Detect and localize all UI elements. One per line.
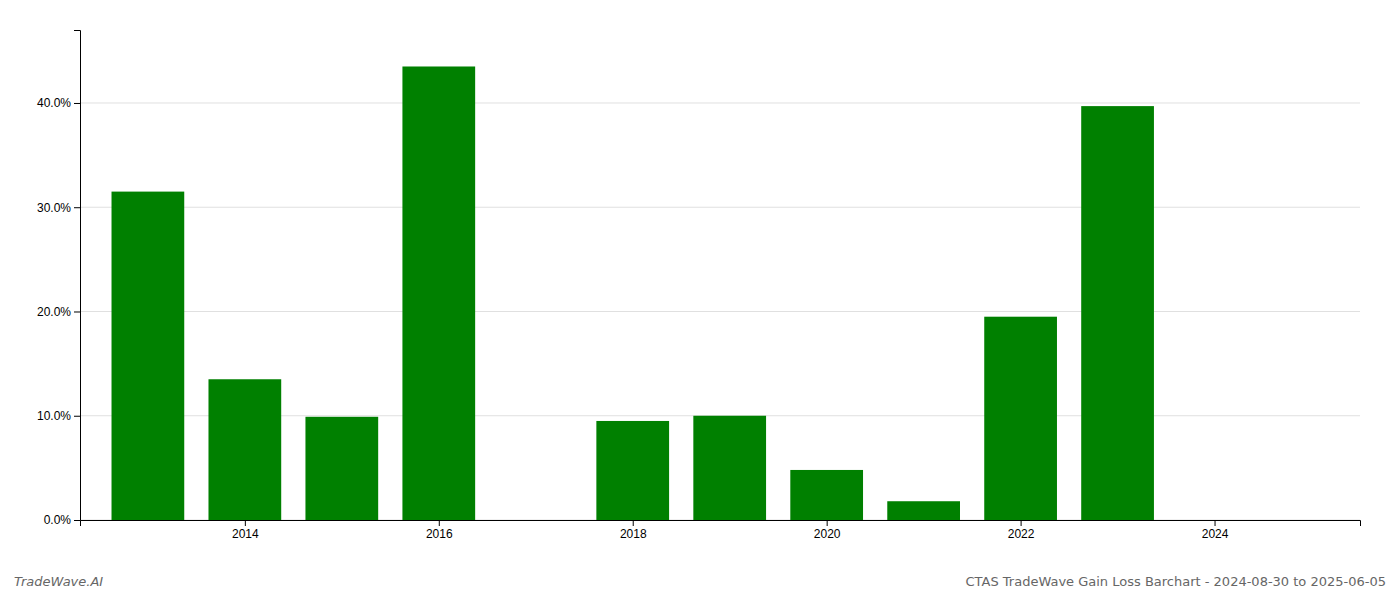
grid-line: [80, 311, 1360, 312]
y-tick: 10.0%: [37, 409, 80, 423]
y-tick-label: 40.0%: [37, 96, 71, 110]
bar: [112, 192, 185, 520]
x-tick-mark: [827, 520, 828, 526]
grid-line: [80, 207, 1360, 208]
bar: [402, 66, 475, 520]
bar: [596, 421, 669, 520]
x-tick-label: 2022: [1008, 527, 1035, 541]
y-tick: 0.0%: [44, 513, 80, 527]
y-tick: 40.0%: [37, 96, 80, 110]
bar: [887, 501, 960, 520]
x-tick-label: 2020: [814, 527, 841, 541]
x-tick-mark: [439, 520, 440, 526]
y-tick: 20.0%: [37, 305, 80, 319]
y-tick-label: 30.0%: [37, 201, 71, 215]
y-tick-mark: [74, 311, 80, 312]
x-tick-label: 2014: [232, 527, 259, 541]
y-tick-label: 10.0%: [37, 409, 71, 423]
plot: 2014 2016 2018 2020 2022 2024 0.0% 10.0% 20.0% 30…: [37, 31, 1361, 541]
y-tick-mark: [74, 416, 80, 417]
y-tick-mark: [74, 520, 80, 521]
x-tick: 2014: [232, 520, 259, 541]
x-tick-label: 2018: [620, 527, 647, 541]
bar: [305, 417, 378, 520]
bar: [1081, 106, 1154, 520]
y-tick: 30.0%: [37, 201, 80, 215]
y-tick-mark: [74, 207, 80, 208]
x-tick: 2024: [1202, 520, 1229, 541]
bar: [984, 317, 1057, 520]
x-axis-line: [81, 521, 1361, 527]
x-tick-mark: [1215, 520, 1216, 526]
y-tick-label: 0.0%: [44, 513, 72, 527]
x-tick: 2018: [620, 520, 647, 541]
bar: [693, 416, 766, 520]
footer-left: TradeWave.AI: [14, 574, 103, 589]
x-tick-label: 2016: [426, 527, 453, 541]
y-tick-mark: [74, 103, 80, 104]
y-axis-line: [74, 31, 81, 521]
y-tick-label: 20.0%: [37, 305, 71, 319]
x-tick-label: 2024: [1202, 527, 1229, 541]
x-tick-mark: [633, 520, 634, 526]
bar: [790, 470, 863, 520]
x-tick: 2020: [814, 520, 841, 541]
bar: [208, 379, 281, 520]
x-tick-mark: [1021, 520, 1022, 526]
grid: [80, 103, 1360, 520]
x-tick: 2016: [426, 520, 453, 541]
x-tick: 2022: [1008, 520, 1035, 541]
y-axis: 0.0% 10.0% 20.0% 30.0% 40.0%: [37, 31, 81, 528]
x-axis: 2014 2016 2018 2020 2022 2024: [81, 520, 1361, 541]
bars: [112, 66, 1154, 520]
grid-line: [80, 102, 1360, 103]
chart-svg: 2014 2016 2018 2020 2022 2024 0.0% 10.0% 20.0% 30…: [0, 0, 1400, 600]
x-tick-mark: [245, 520, 246, 526]
footer-right: CTAS TradeWave Gain Loss Barchart - 2024…: [966, 574, 1386, 589]
